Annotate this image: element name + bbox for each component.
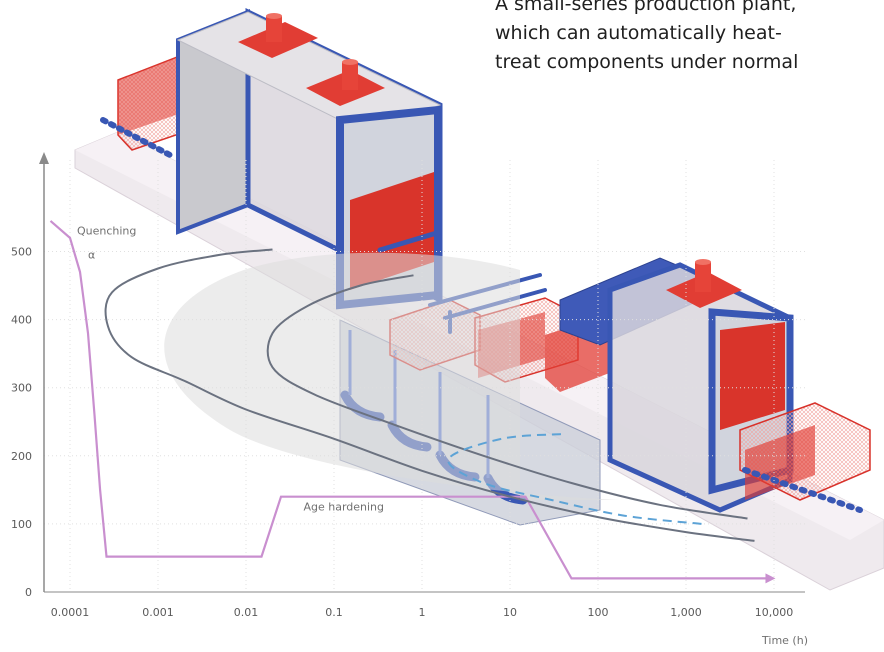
y-tick-label: 500 <box>11 246 32 259</box>
plant-right-basket-front <box>745 425 815 500</box>
y-tick-label: 100 <box>11 518 32 531</box>
caption-line-2: which can automatically heat- <box>495 22 782 44</box>
plant-furnace-left-chimney-2 <box>306 59 385 106</box>
chart-transformation-region <box>164 252 620 500</box>
y-tick-label: 200 <box>11 450 32 463</box>
x-tick-label: 0.01 <box>234 606 259 619</box>
plant-furnace-left-chimney-1 <box>238 13 318 58</box>
plant-furnace-right-chimney <box>666 259 742 308</box>
series-line-3 <box>447 433 702 525</box>
plant-right-rollers <box>742 467 863 513</box>
plant-left-basket-front <box>118 52 190 135</box>
series-line-0 <box>49 220 766 580</box>
plant-furnace-left-rod <box>377 229 443 253</box>
y-axis-arrow <box>39 152 49 164</box>
y-tick-label: 0 <box>25 586 32 599</box>
x-tick-label: 10,000 <box>755 606 794 619</box>
x-tick-label: 0.0001 <box>51 606 90 619</box>
x-tick-label: 0.001 <box>142 606 174 619</box>
caption: A small-series production plant, which c… <box>495 0 884 77</box>
x-tick-label: 0.1 <box>325 606 343 619</box>
x-axis-label: Time (h) <box>761 634 808 647</box>
series-arrowhead <box>765 573 776 584</box>
caption-line-1: A small-series production plant, <box>495 0 797 15</box>
chart-series <box>49 220 776 584</box>
chart-annotation-2: Age hardening <box>303 500 384 513</box>
plant-furnace-right-door-red <box>720 322 785 430</box>
x-tick-label: 10 <box>503 606 517 619</box>
x-tick-labels: 0.0001 0.001 0.01 0.1 1 10 100 1,000 10,000 <box>51 606 794 619</box>
series-line-1 <box>104 248 755 542</box>
y-tick-label: 300 <box>11 382 32 395</box>
chart-annotations: Quenching α Age hardening <box>77 224 384 513</box>
y-tick-labels: 0 100 200 300 400 500 <box>11 246 32 600</box>
series-line-2 <box>266 274 748 520</box>
chart: 0.0001 0.001 0.01 0.1 1 10 100 1,000 10,000 0 100… <box>11 152 808 647</box>
chart-annotation-0: Quenching <box>77 224 136 237</box>
x-tick-label: 1 <box>419 606 426 619</box>
x-tick-label: 1,000 <box>670 606 702 619</box>
x-tick-label: 100 <box>588 606 609 619</box>
plant-left-rollers <box>100 117 173 158</box>
y-tick-label: 400 <box>11 314 32 327</box>
caption-line-3: treat components under normal <box>495 51 799 73</box>
chart-annotation-1: α <box>88 248 95 261</box>
